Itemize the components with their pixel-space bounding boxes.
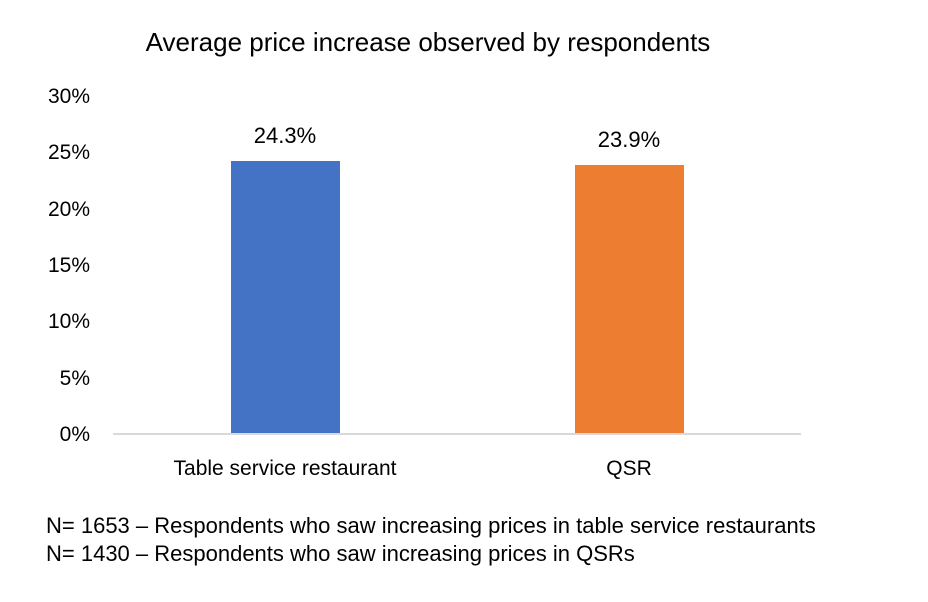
- plot-area: 24.3% 23.9%: [113, 97, 801, 435]
- x-axis: Table service restaurant QSR: [113, 456, 801, 482]
- bar-group-qsr: 23.9%: [457, 97, 801, 433]
- x-category-label-table-service-restaurant: Table service restaurant: [173, 457, 397, 480]
- bar-table-service-restaurant: [230, 160, 340, 433]
- y-tick-label: 15%: [47, 253, 90, 277]
- x-category-label-qsr: QSR: [606, 457, 652, 480]
- bar-group-table-service-restaurant: 24.3%: [113, 97, 457, 433]
- y-tick-label: 10%: [47, 310, 90, 334]
- footnote-line-2: N= 1430 – Respondents who saw increasing…: [46, 541, 635, 566]
- footnote-line-1: N= 1653 – Respondents who saw increasing…: [46, 513, 816, 538]
- y-axis: 30% 25% 20% 15% 10% 5% 0%: [15, 86, 90, 446]
- chart-title: Average price increase observed by respo…: [145, 27, 711, 57]
- y-tick-label: 30%: [47, 85, 90, 108]
- y-tick-label: 20%: [47, 197, 90, 221]
- y-tick-label: 25%: [47, 141, 90, 165]
- y-tick-label: 5%: [59, 366, 90, 390]
- bar-value-label: 23.9%: [597, 127, 661, 153]
- bar-qsr: [574, 165, 684, 433]
- bar-value-label: 24.3%: [253, 122, 317, 148]
- y-tick-label: 0%: [59, 422, 90, 446]
- footnotes: N= 1653 – Respondents who saw increasing…: [46, 512, 906, 568]
